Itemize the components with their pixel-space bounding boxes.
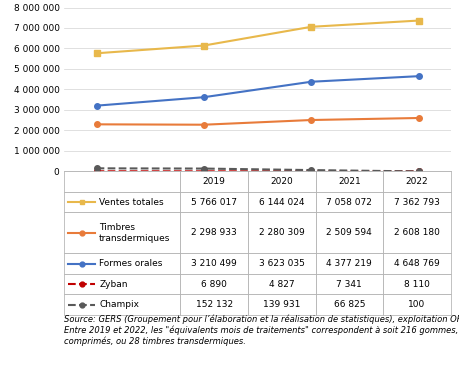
Bar	[247, 212, 315, 254]
Bar	[382, 274, 450, 294]
Text: 6 890: 6 890	[201, 280, 227, 289]
Text: 139 931: 139 931	[263, 300, 300, 309]
Bar	[315, 192, 382, 212]
Text: 2 298 933: 2 298 933	[191, 228, 236, 237]
Text: 7 058 072: 7 058 072	[326, 198, 371, 207]
Text: 3 210 499: 3 210 499	[191, 259, 236, 268]
Text: Ventes totales: Ventes totales	[99, 198, 163, 207]
Bar	[247, 171, 315, 192]
Text: 4 648 769: 4 648 769	[393, 259, 439, 268]
Text: 66 825: 66 825	[333, 300, 364, 309]
Text: 100: 100	[408, 300, 425, 309]
Bar	[64, 171, 180, 192]
Text: 2 509 594: 2 509 594	[326, 228, 371, 237]
Text: 4 827: 4 827	[269, 280, 294, 289]
Text: Source: GERS (Groupement pour l’élaboration et la réalisation de statistiques), : Source: GERS (Groupement pour l’élaborat…	[64, 315, 459, 346]
Bar	[382, 254, 450, 274]
Bar	[382, 294, 450, 315]
Text: 8 110: 8 110	[403, 280, 429, 289]
Text: 5 766 017: 5 766 017	[191, 198, 237, 207]
Bar	[247, 294, 315, 315]
Bar	[64, 274, 180, 294]
Bar	[382, 192, 450, 212]
Bar	[64, 254, 180, 274]
Bar	[64, 192, 180, 212]
Bar	[247, 274, 315, 294]
Text: 6 144 024: 6 144 024	[258, 198, 304, 207]
Text: Champix: Champix	[99, 300, 139, 309]
Bar	[180, 212, 247, 254]
Text: 7 341: 7 341	[336, 280, 361, 289]
Bar	[247, 254, 315, 274]
Bar	[315, 212, 382, 254]
Bar	[180, 274, 247, 294]
Bar	[180, 254, 247, 274]
Bar	[64, 294, 180, 315]
Text: 2020: 2020	[270, 177, 292, 186]
Text: Timbres
transdermiques: Timbres transdermiques	[99, 223, 170, 243]
Bar	[315, 274, 382, 294]
Text: 2019: 2019	[202, 177, 225, 186]
Bar	[180, 192, 247, 212]
Text: Zyban: Zyban	[99, 280, 128, 289]
Text: 2 608 180: 2 608 180	[393, 228, 439, 237]
Text: 152 132: 152 132	[195, 300, 232, 309]
Bar	[382, 171, 450, 192]
Bar	[315, 294, 382, 315]
Text: 7 362 793: 7 362 793	[393, 198, 439, 207]
Bar	[247, 192, 315, 212]
Text: 2021: 2021	[337, 177, 360, 186]
Bar	[180, 294, 247, 315]
Bar	[315, 254, 382, 274]
Text: 2 280 309: 2 280 309	[258, 228, 304, 237]
Text: Formes orales: Formes orales	[99, 259, 162, 268]
Bar	[315, 171, 382, 192]
Bar	[382, 212, 450, 254]
Bar	[64, 212, 180, 254]
Text: 2022: 2022	[405, 177, 427, 186]
Bar	[180, 171, 247, 192]
Text: 4 377 219: 4 377 219	[326, 259, 371, 268]
Text: 3 623 035: 3 623 035	[258, 259, 304, 268]
